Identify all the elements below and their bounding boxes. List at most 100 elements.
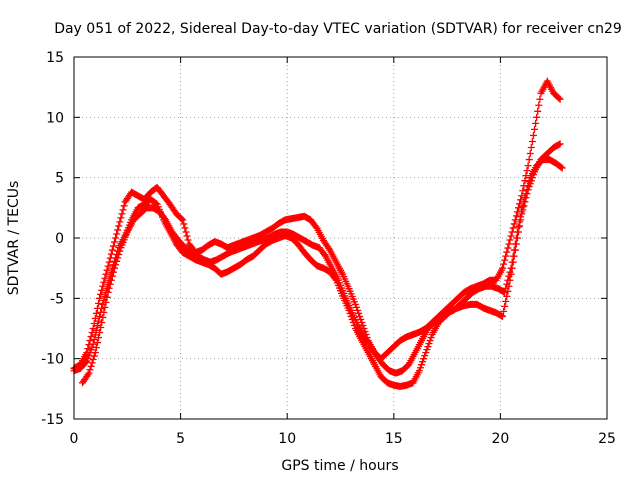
data-point [427,334,435,342]
data-point [90,336,98,344]
data-point [499,312,507,320]
data-point [519,203,527,211]
y-tick-label: -15 [41,412,64,428]
data-point [534,107,542,115]
data-point [104,262,112,270]
data-point [420,355,428,363]
data-point [102,270,110,278]
y-tick-label: 0 [55,231,64,247]
data-point [503,248,511,256]
data-point [108,272,116,280]
data-point [92,309,100,317]
data-point [556,95,564,103]
data-point [82,358,90,366]
data-point [505,272,513,280]
data-point [95,334,103,342]
data-point [102,298,110,306]
data-point [419,358,427,366]
data-point [116,247,124,255]
data-point [503,292,511,300]
data-point [533,113,541,121]
y-tick-label: -5 [50,291,64,307]
data-point [422,349,430,357]
data-point [95,317,103,325]
data-point [96,294,104,302]
data-point [517,213,525,221]
data-point [504,244,512,252]
data-point [499,264,507,272]
data-point [507,264,515,272]
data-point [109,242,117,250]
series-3 [79,156,566,387]
x-tick-label: 25 [598,431,616,447]
data-point [119,206,127,214]
y-tick-label: 5 [55,171,64,187]
data-point [511,240,519,248]
data-point [555,94,563,102]
data-point [506,268,514,276]
plot-frame [73,56,608,420]
data-point [532,119,540,127]
data-point [513,228,521,236]
data-point [113,230,121,238]
data-point [523,167,531,175]
data-point [424,343,432,351]
data-point [180,220,188,228]
data-point [351,300,359,308]
x-tick-label: 5 [176,431,185,447]
y-tick-label: -10 [41,352,64,368]
data-point [415,367,423,375]
data-point [526,150,534,158]
data-point [182,228,190,236]
data-point [101,303,109,311]
data-point [519,187,527,195]
data-point [426,337,434,345]
data-point [523,186,531,194]
data-point [354,306,362,314]
data-point [418,361,426,369]
data-point [510,246,518,254]
data-point [98,318,106,326]
data-point [516,218,524,226]
data-point [521,194,529,202]
data-point [97,290,105,298]
x-tick-label: 20 [491,431,509,447]
data-point [115,222,123,230]
data-point [504,276,512,284]
data-point [512,234,520,242]
data-point [356,312,364,320]
data-point [85,369,93,377]
x-tick-label: 10 [278,431,296,447]
data-point [98,286,106,294]
data-point [93,339,101,347]
data-point [524,162,532,170]
y-tick-label: 15 [46,50,64,66]
data-point [535,101,543,109]
x-tick-label: 15 [385,431,403,447]
data-point [528,137,536,145]
data-point [529,131,537,139]
series-2 [70,140,564,390]
data-point [525,156,533,164]
data-point [536,95,544,103]
data-point [524,182,532,190]
data-point [179,216,187,224]
data-point [501,256,509,264]
data-point [509,252,517,260]
data-point [515,204,523,212]
data-point [503,280,511,288]
data-point [120,202,128,210]
data-point [99,313,107,321]
data-point [501,288,509,296]
data-point [96,329,104,337]
data-point [112,261,120,269]
data-point [501,302,509,310]
data-point [505,240,513,248]
data-point [114,226,122,234]
data-point [506,236,514,244]
grid-lines [74,57,607,419]
data-point [87,362,95,370]
data-point [425,340,433,348]
data-point [116,218,124,226]
